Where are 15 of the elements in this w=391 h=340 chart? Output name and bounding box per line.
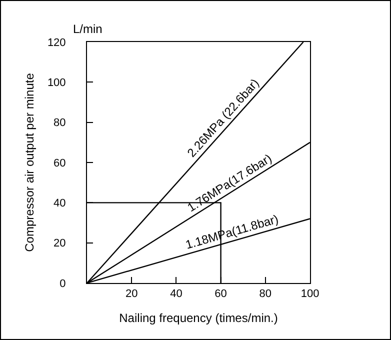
text: L/min (73, 22, 102, 36)
x-tick-label: 20 (125, 288, 138, 300)
y-tick-label: 60 (54, 157, 66, 170)
x-axis-title: Nailing frequency (times/min.) (119, 311, 278, 326)
x-tick-label: 40 (170, 288, 182, 300)
y-tick-label: 20 (54, 238, 66, 250)
y-tick-label: 120 (47, 36, 66, 49)
y-tick-label: 40 (54, 198, 66, 210)
y-axis-title: Compressor air output per minute (22, 72, 37, 252)
y-tick-label: 0 (60, 278, 66, 290)
x-tick-label: 80 (259, 288, 272, 300)
y-tick-label: 80 (54, 117, 66, 130)
x-tick-label: 60 (214, 288, 227, 300)
x-tick-label: 100 (300, 288, 320, 300)
y-tick-label: 100 (47, 77, 66, 90)
